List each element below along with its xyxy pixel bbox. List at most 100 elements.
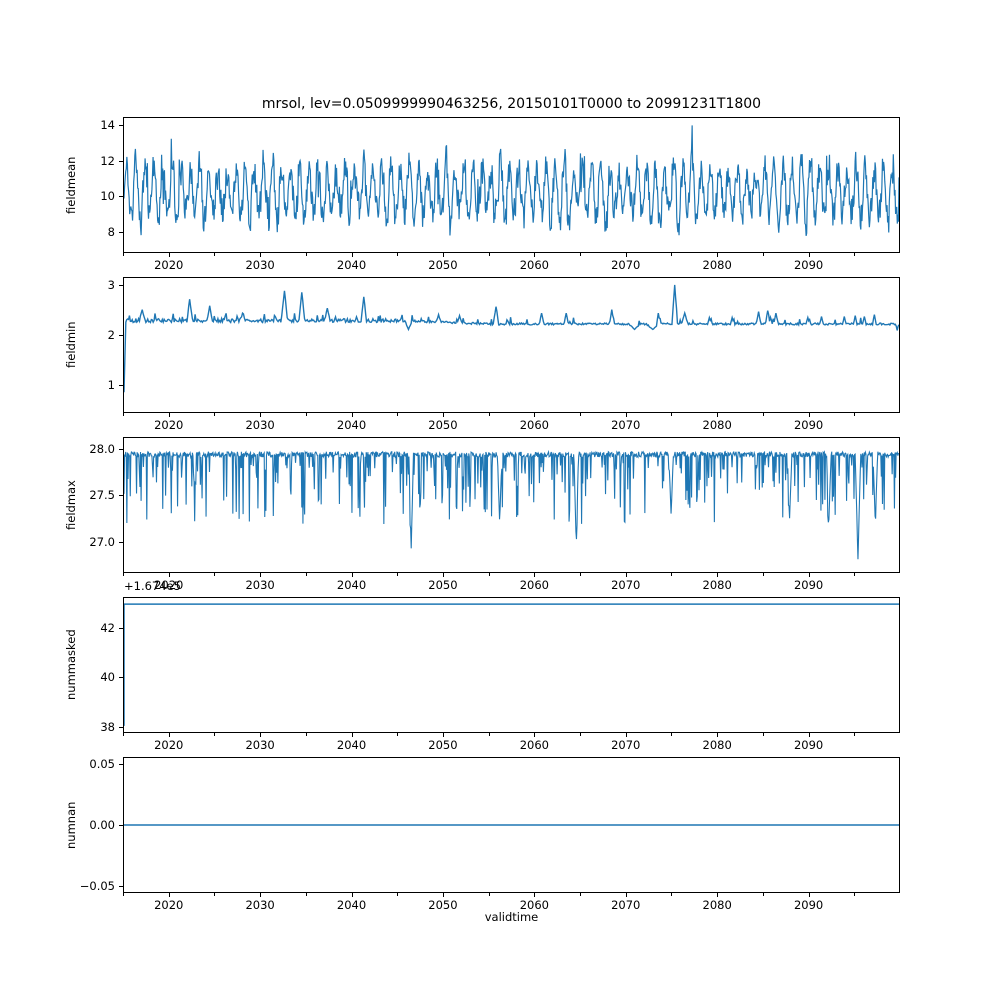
x-tick-label: 2090	[793, 738, 824, 752]
x-minor-tick-mark	[854, 573, 856, 576]
y-tick-mark	[119, 495, 123, 497]
x-tick-label: 2030	[245, 898, 275, 912]
y-tick-label: 14	[100, 118, 115, 133]
axes-fieldmin	[123, 277, 900, 413]
x-tick-mark	[808, 893, 810, 897]
x-tick-mark	[717, 893, 719, 897]
y-tick-mark	[119, 385, 123, 387]
x-minor-tick-mark	[762, 253, 764, 256]
x-minor-tick-mark	[671, 413, 673, 416]
x-minor-tick-mark	[123, 893, 124, 896]
x-minor-tick-mark	[305, 253, 307, 256]
y-tick-label: 28.0	[89, 442, 115, 457]
x-tick-label: 2020	[154, 258, 184, 272]
x-minor-tick-mark	[671, 733, 673, 736]
x-minor-tick-mark	[488, 893, 490, 896]
x-tick-mark	[442, 253, 444, 257]
x-minor-tick-mark	[397, 733, 399, 736]
x-tick-label: 2050	[428, 738, 458, 752]
x-tick-label: 2020	[154, 418, 184, 432]
x-minor-tick-mark	[123, 413, 124, 416]
x-tick-mark	[534, 253, 536, 257]
x-minor-tick-mark	[305, 893, 307, 896]
x-tick-label: 2060	[519, 898, 549, 912]
y-tick-mark	[119, 449, 123, 451]
x-minor-tick-mark	[397, 573, 399, 576]
subplot-fieldmax: fieldmax 2020 2030 2040 2050 2060 2070 2080 209…	[0, 437, 1000, 592]
x-minor-tick-mark	[305, 733, 307, 736]
x-tick-label: 2070	[611, 738, 641, 752]
x-minor-tick-mark	[580, 413, 582, 416]
subplot-nummasked: nummasked 2020 2030 2040 2050 2060 2070 2080 20…	[0, 597, 1000, 752]
x-tick-label: 2040	[336, 578, 367, 592]
x-tick-label: 2080	[702, 578, 732, 592]
x-tick-mark	[808, 253, 810, 257]
x-tick-label: 2090	[793, 578, 824, 592]
x-tick-mark	[351, 573, 353, 577]
x-tick-mark	[351, 413, 353, 417]
x-minor-tick-mark	[214, 573, 216, 576]
x-tick-mark	[260, 253, 262, 257]
x-tick-mark	[351, 893, 353, 897]
y-tick-mark	[119, 627, 123, 629]
y-tick-mark	[119, 825, 123, 826]
x-minor-tick-mark	[123, 733, 124, 736]
y-tick-label: 3	[107, 278, 115, 293]
x-axis-label: validtime	[484, 910, 539, 924]
x-tick-mark	[442, 413, 444, 417]
y-tick-mark	[119, 196, 123, 198]
x-tick-mark	[260, 573, 262, 577]
x-tick-mark	[168, 893, 170, 897]
y-tick-mark	[119, 886, 123, 888]
x-minor-tick-mark	[580, 733, 582, 736]
x-minor-tick-mark	[123, 573, 124, 576]
y-tick-mark	[119, 335, 123, 337]
x-tick-mark	[168, 253, 170, 257]
y-tick-mark	[119, 677, 123, 679]
subplot-fieldmean: fieldmean 2020 2030 2040 2050 2060 2070 2080 20…	[0, 117, 1000, 272]
x-minor-tick-mark	[214, 413, 216, 416]
x-tick-mark	[808, 733, 810, 737]
x-tick-label: 2070	[611, 418, 641, 432]
x-tick-mark	[717, 733, 719, 737]
x-tick-label: 2060	[519, 418, 549, 432]
x-minor-tick-mark	[580, 573, 582, 576]
x-minor-tick-mark	[854, 253, 856, 256]
y-tick-label: −0.05	[79, 879, 115, 894]
x-minor-tick-mark	[488, 413, 490, 416]
y-tick-label: 40	[100, 670, 115, 685]
x-tick-mark	[168, 573, 170, 577]
fieldmin-line	[124, 284, 899, 393]
x-tick-label: 2030	[245, 738, 275, 752]
x-tick-mark	[717, 573, 719, 577]
x-tick-mark	[534, 733, 536, 737]
x-minor-tick-mark	[488, 253, 490, 256]
x-minor-tick-mark	[305, 573, 307, 576]
x-tick-mark	[717, 413, 719, 417]
x-tick-label: 2080	[702, 738, 732, 752]
x-tick-label: 2020	[154, 898, 184, 912]
y-tick-mark	[119, 285, 123, 287]
axes-fieldmax	[123, 437, 900, 573]
x-tick-mark	[625, 253, 627, 257]
x-minor-tick-mark	[397, 893, 399, 896]
x-minor-tick-mark	[762, 733, 764, 736]
y-tick-mark	[119, 125, 123, 127]
y-tick-label: 38	[100, 719, 115, 734]
y-tick-label: 27.0	[89, 534, 115, 549]
y-axis-label-nummasked: nummasked	[64, 629, 78, 701]
fieldmax-line	[124, 449, 899, 560]
y-axis-label-fieldmax: fieldmax	[64, 480, 78, 530]
x-tick-label: 2050	[428, 898, 458, 912]
y-axis-offset-text: +1.674e5	[124, 579, 181, 593]
x-tick-label: 2080	[702, 258, 732, 272]
x-tick-mark	[442, 733, 444, 737]
y-tick-mark	[119, 763, 123, 765]
x-tick-label: 2060	[519, 578, 549, 592]
x-tick-label: 2080	[702, 418, 732, 432]
y-tick-label: 2	[107, 328, 115, 343]
x-tick-mark	[625, 573, 627, 577]
x-tick-mark	[808, 573, 810, 577]
x-tick-label: 2030	[245, 418, 275, 432]
